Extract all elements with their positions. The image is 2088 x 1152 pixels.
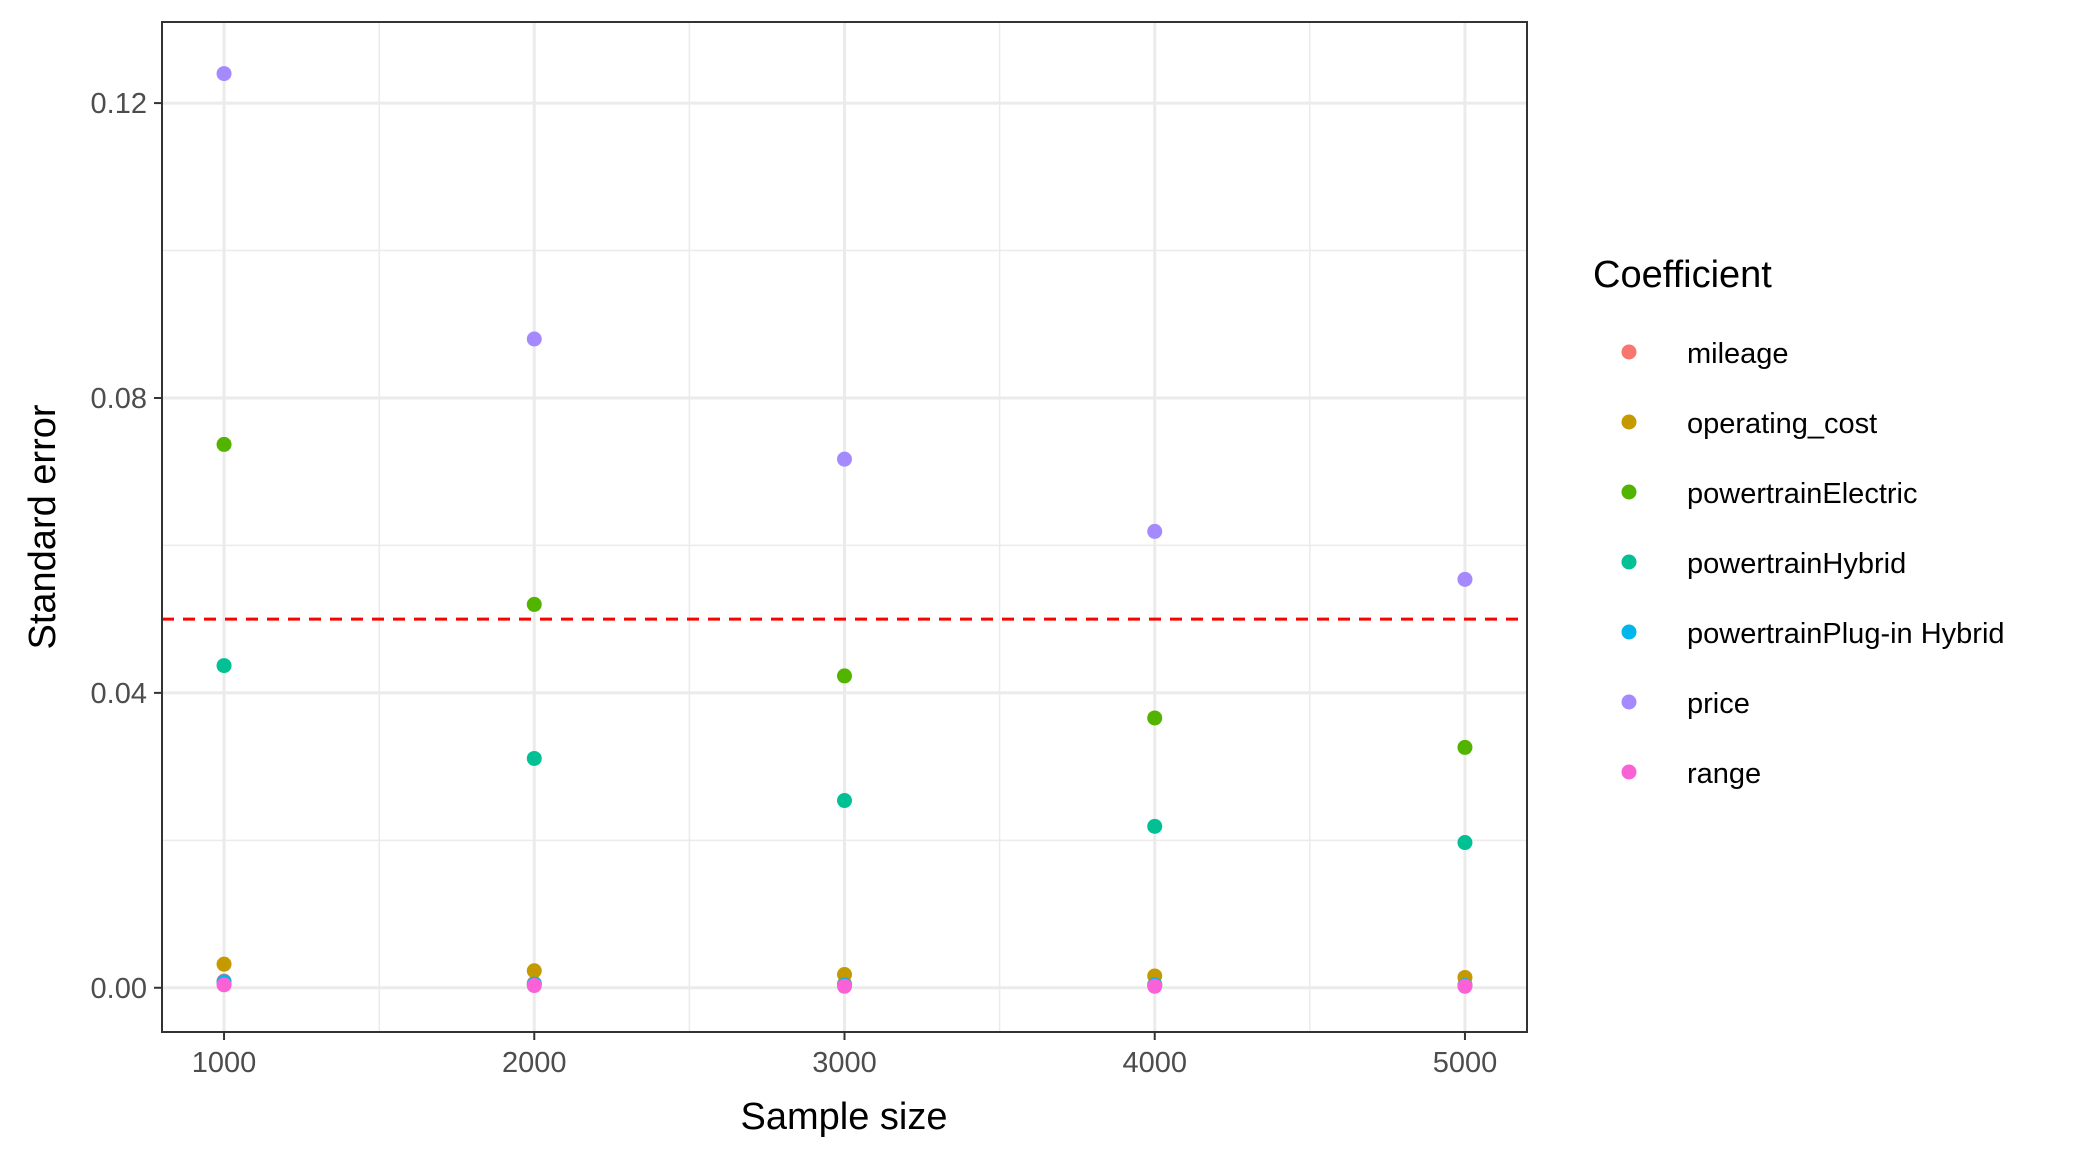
points-layer	[216, 66, 1473, 994]
legend-item: range	[1621, 758, 1761, 790]
x-axis-title: Sample size	[741, 1096, 948, 1138]
legend-title: Coefficient	[1593, 254, 1772, 296]
legend: Coefficient mileage operating_costpowertr…	[1593, 254, 2005, 790]
y-axis: 0.00 0.04 0.08 0.12	[91, 88, 162, 1005]
x-axis: 1000 2000 3000 4000 5000	[192, 1032, 1497, 1079]
data-point	[1147, 818, 1163, 834]
y-tick-label: 0.08	[91, 383, 147, 415]
data-point	[526, 596, 542, 612]
legend-key	[1621, 344, 1637, 360]
data-point	[216, 658, 232, 674]
data-point	[837, 978, 852, 994]
data-point	[1457, 739, 1473, 755]
data-point	[1457, 571, 1473, 587]
legend-item: powertrainPlug-in Hybrid	[1621, 618, 2005, 650]
series-price	[216, 66, 1473, 587]
legend-label: powertrainPlug-in Hybrid	[1687, 618, 2005, 650]
series-powertrainHybrid	[216, 658, 1473, 851]
legend-label: price	[1687, 688, 1750, 720]
series-operating_cost	[216, 956, 1473, 985]
legend-key	[1621, 624, 1637, 640]
data-point	[837, 793, 852, 809]
x-tick-label: 1000	[192, 1047, 257, 1079]
data-point	[216, 956, 232, 972]
data-point	[216, 977, 232, 993]
legend-label: range	[1687, 758, 1761, 790]
data-point	[526, 978, 542, 994]
legend-key	[1621, 554, 1637, 570]
data-point	[216, 436, 232, 452]
legend-label: powertrainElectric	[1687, 478, 1917, 510]
data-point	[216, 66, 232, 82]
series-range	[216, 977, 1473, 994]
data-point	[526, 963, 542, 979]
legend-label: mileage	[1687, 338, 1789, 370]
y-tick-label: 0.12	[91, 88, 147, 120]
data-point	[1147, 710, 1163, 726]
x-tick-label: 5000	[1433, 1047, 1498, 1079]
legend-key	[1621, 694, 1637, 710]
data-point	[837, 451, 852, 467]
y-axis-title: Standard error	[22, 404, 64, 649]
legend-key	[1621, 764, 1637, 780]
legend-item: price	[1621, 688, 1750, 720]
data-point	[837, 668, 852, 684]
y-tick-label: 0.04	[91, 678, 147, 710]
data-point	[1457, 835, 1473, 851]
x-tick-label: 2000	[502, 1047, 567, 1079]
data-point	[1147, 523, 1163, 539]
data-point	[837, 966, 852, 982]
x-tick-label: 3000	[812, 1047, 877, 1079]
y-tick-label: 0.00	[91, 973, 147, 1005]
data-point	[1457, 978, 1473, 994]
legend-label: operating_cost	[1687, 408, 1877, 440]
x-tick-label: 4000	[1122, 1047, 1187, 1079]
data-point	[526, 750, 542, 766]
legend-item: mileage	[1621, 338, 1789, 370]
data-point	[1147, 978, 1163, 994]
legend-item: operating_cost	[1621, 408, 1877, 440]
legend-item: powertrainHybrid	[1621, 548, 1906, 580]
data-point	[526, 331, 542, 347]
legend-label: powertrainHybrid	[1687, 548, 1906, 580]
legend-items: mileage operating_cost powertrainElectric p…	[1621, 338, 2005, 790]
series-powertrainElectric	[216, 436, 1473, 755]
legend-key	[1621, 484, 1637, 500]
legend-key	[1621, 414, 1637, 430]
legend-item: powertrainElectric	[1621, 478, 1917, 510]
